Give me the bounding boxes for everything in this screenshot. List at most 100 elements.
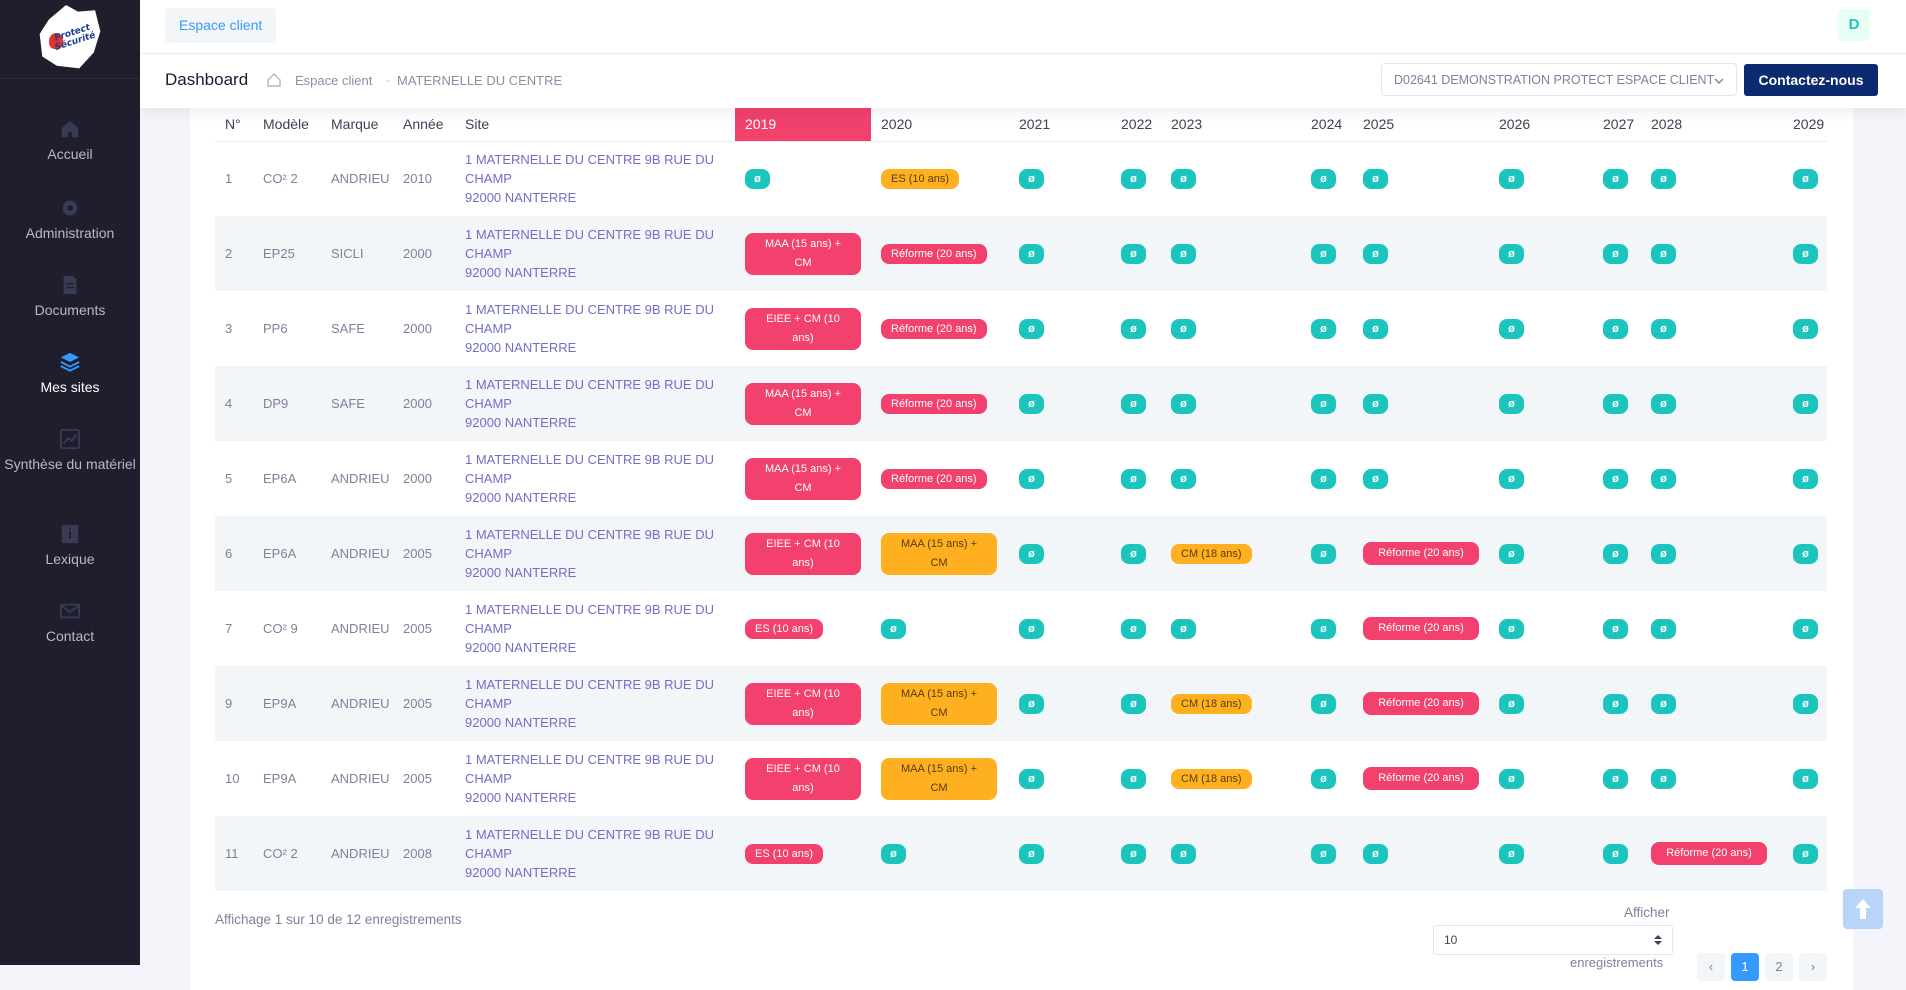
status-cell: ø	[1111, 666, 1161, 741]
col-header[interactable]: N°	[215, 108, 253, 142]
status-badge: ES (10 ans)	[881, 168, 960, 189]
nav-item-administration[interactable]: Administration	[0, 197, 140, 241]
brand-cell: ANDRIEU	[331, 171, 390, 187]
status-cell: ø	[1111, 366, 1161, 441]
col-header[interactable]: 2023	[1161, 108, 1301, 142]
year-cell: 2000	[403, 246, 432, 261]
status-ok-badge: ø	[1019, 693, 1044, 714]
col-header[interactable]: 2025	[1353, 108, 1489, 142]
col-header[interactable]: 2021	[1009, 108, 1111, 142]
table-cell: 11	[215, 816, 253, 891]
col-header[interactable]: 2027	[1593, 108, 1641, 142]
status-ok-badge: ø	[1499, 168, 1524, 189]
site-line: 92000 NANTERRE	[465, 190, 577, 206]
status-ok-badge: ø	[1363, 318, 1388, 339]
status-cell: ES (10 ans)	[735, 816, 871, 891]
col-header[interactable]: Site	[455, 108, 735, 142]
pagination-prev[interactable]: ‹	[1697, 953, 1725, 981]
table-row: 7 CO² 9 ANDRIEU 2005 1 MATERNELLE DU CENTRE …	[215, 591, 1827, 666]
nav-item-contact[interactable]: Contact	[0, 600, 140, 644]
table-row: 2 EP25 SICLI 2000 1 MATERNELLE DU CENTRE 9B …	[215, 216, 1827, 291]
page-size-select[interactable]: 10	[1433, 925, 1673, 955]
status-cell: MAA (15 ans) + CM	[871, 666, 1009, 741]
col-header[interactable]: 2029	[1783, 108, 1827, 142]
nav-label: Contact	[45, 628, 95, 644]
status-ok-badge: ø	[1311, 693, 1336, 714]
breadcrumb-site[interactable]: MATERNELLE DU CENTRE	[397, 73, 563, 88]
status-ok-badge: ø	[1499, 843, 1524, 864]
col-header[interactable]: Marque	[321, 108, 393, 142]
breadcrumb-espace-client[interactable]: Espace client	[295, 73, 373, 88]
nav-item-lexique[interactable]: Lexique	[0, 523, 140, 567]
home-icon[interactable]	[266, 72, 282, 88]
status-cell: ø	[1593, 291, 1641, 366]
pagination-page-2[interactable]: 2	[1765, 953, 1793, 981]
contact-button[interactable]: Contactez-nous	[1744, 64, 1878, 96]
site-link[interactable]: 1 MATERNELLE DU CENTRE 9B RUE DU CHAMP 920…	[465, 675, 735, 732]
pagination-page-1[interactable]: 1	[1731, 953, 1759, 981]
client-select[interactable]: D02641 DEMONSTRATION PROTECT ESPACE CLIE…	[1381, 63, 1737, 96]
status-ok-badge: ø	[745, 168, 770, 189]
col-header[interactable]: 2020	[871, 108, 1009, 142]
pagination-next[interactable]: ›	[1799, 953, 1827, 981]
row-number: 11	[225, 846, 239, 861]
site-link[interactable]: 1 MATERNELLE DU CENTRE 9B RUE DU CHAMP 920…	[465, 300, 735, 357]
status-ok-badge: ø	[1499, 693, 1524, 714]
status-ok-badge: ø	[881, 843, 906, 864]
brand-cell: SAFE	[331, 321, 365, 336]
site-link[interactable]: 1 MATERNELLE DU CENTRE 9B RUE DU CHAMP 920…	[465, 225, 735, 282]
home-icon	[61, 120, 79, 138]
nav-item-synthese[interactable]: Synthèse du matériel	[0, 428, 140, 472]
status-cell: Réforme (20 ans)	[1641, 816, 1783, 891]
col-header[interactable]: Modèle	[253, 108, 321, 142]
site-link[interactable]: 1 MATERNELLE DU CENTRE 9B RUE DU CHAMP 920…	[465, 600, 735, 657]
scroll-top-button[interactable]	[1843, 889, 1883, 929]
chevron-down-icon	[1714, 78, 1724, 84]
user-avatar[interactable]: D	[1838, 9, 1870, 41]
nav-item-mes-sites[interactable]: Mes sites	[0, 351, 140, 395]
protect-securite-logo[interactable]: Protect Sécurité	[31, 3, 109, 75]
tab-espace-client[interactable]: Espace client	[165, 8, 277, 43]
nav-item-documents[interactable]: Documents	[0, 274, 140, 318]
status-cell: ø	[1353, 816, 1489, 891]
status-ok-badge: ø	[1793, 543, 1818, 564]
status-ok-badge: ø	[1171, 393, 1196, 414]
status-ok-badge: ø	[1121, 618, 1146, 639]
site-line: CHAMP	[465, 171, 512, 187]
row-number: 6	[225, 546, 233, 561]
status-cell: MAA (15 ans) + CM	[871, 741, 1009, 816]
col-header[interactable]: Année	[393, 108, 455, 142]
model-cell: EP25	[263, 246, 295, 261]
table-cell: 10	[215, 741, 253, 816]
status-cell: Réforme (20 ans)	[871, 441, 1009, 516]
status-ok-badge: ø	[1603, 168, 1628, 189]
col-header[interactable]: 2026	[1489, 108, 1593, 142]
nav-item-accueil[interactable]: Accueil	[0, 118, 140, 162]
status-cell: ø	[1641, 516, 1783, 591]
status-cell: ø	[1783, 741, 1827, 816]
site-line: CHAMP	[465, 321, 512, 336]
status-ok-badge: ø	[1311, 243, 1336, 264]
table-cell: ANDRIEU	[321, 666, 393, 741]
status-ok-badge: ø	[1363, 468, 1388, 489]
status-cell: EIEE + CM (10 ans)	[735, 666, 871, 741]
col-header[interactable]: 2028	[1641, 108, 1783, 142]
status-ok-badge: ø	[1019, 618, 1044, 639]
site-link[interactable]: 1 MATERNELLE DU CENTRE 9B RUE DU CHAMP 920…	[465, 450, 735, 507]
col-header[interactable]: 2022	[1111, 108, 1161, 142]
status-cell: ø	[1009, 816, 1111, 891]
site-link[interactable]: 1 MATERNELLE DU CENTRE 9B RUE DU CHAMP 920…	[465, 750, 735, 807]
page-size-value: 10	[1444, 933, 1458, 947]
site-line: 1 MATERNELLE DU CENTRE 9B RUE DU	[465, 302, 714, 317]
col-header[interactable]: 2024	[1301, 108, 1353, 142]
col-header-highlight[interactable]: 2019	[735, 108, 871, 142]
site-link[interactable]: 1 MATERNELLE DU CENTRE 9B RUE DU CHAMP 920…	[465, 150, 735, 207]
status-badge: Réforme (20 ans)	[881, 318, 987, 339]
table-cell: ANDRIEU	[321, 141, 393, 216]
site-link[interactable]: 1 MATERNELLE DU CENTRE 9B RUE DU CHAMP 920…	[465, 375, 735, 432]
site-link[interactable]: 1 MATERNELLE DU CENTRE 9B RUE DU CHAMP 920…	[465, 525, 735, 582]
site-link[interactable]: 1 MATERNELLE DU CENTRE 9B RUE DU CHAMP 920…	[465, 825, 735, 882]
status-cell: Réforme (20 ans)	[1353, 741, 1489, 816]
status-cell: ø	[1641, 141, 1783, 216]
status-badge: MAA (15 ans) + CM	[881, 532, 997, 575]
